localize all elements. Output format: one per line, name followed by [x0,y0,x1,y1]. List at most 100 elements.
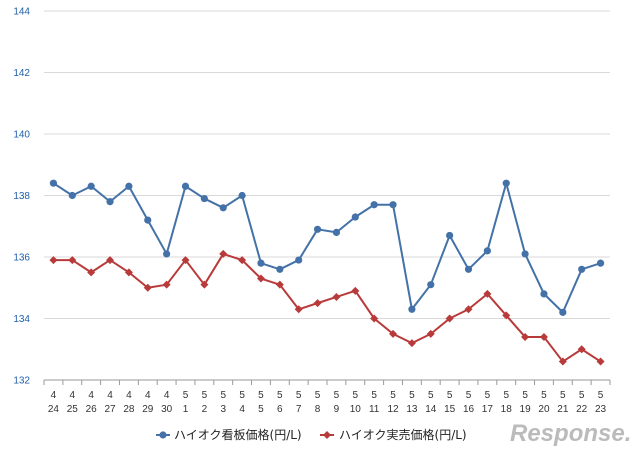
data-point [106,198,114,206]
x-tick-month: 5 [334,390,340,401]
data-point [464,305,473,314]
x-tick-month: 5 [202,390,208,401]
data-point [351,286,360,295]
data-point [389,329,398,338]
x-tick-month: 5 [409,390,415,401]
x-tick-month: 5 [296,390,302,401]
data-point [87,268,96,277]
series-group [49,179,605,366]
x-tick-day: 1 [183,404,189,415]
data-point [200,194,208,203]
x-tick-month: 5 [390,390,396,401]
x-tick-day: 16 [463,404,475,415]
watermark-logo: Response. [510,420,631,447]
data-point [521,250,529,258]
data-point [106,256,115,265]
data-point [559,308,567,316]
x-tick-month: 5 [183,390,189,401]
data-point [502,179,510,187]
data-point [49,256,58,265]
data-point [596,259,605,267]
watermark-text: Response. [510,420,631,447]
data-point [577,345,586,354]
x-tick-month: 4 [88,390,94,401]
gridlines [44,10,610,319]
data-point [502,311,511,320]
x-tick-day: 3 [220,404,226,415]
x-tick-month: 5 [277,390,283,401]
x-tick-day: 21 [557,404,569,415]
data-point [521,332,530,341]
legend: ハイオク看板価格(円/L) ハイオク実売価格(円/L) [156,427,467,442]
data-point [483,247,491,255]
x-tick-day: 25 [67,404,79,415]
data-point [427,281,435,289]
x-tick-day: 26 [86,404,98,415]
x-tick-day: 5 [258,404,264,415]
data-point [483,289,492,298]
data-point [389,201,397,209]
y-tick-label: 134 [13,314,30,325]
x-tick-day: 2 [202,404,208,415]
y-axis-ticks: 132 134 136 138 140 142 144 [13,7,30,387]
x-tick-day: 23 [595,404,607,415]
x-tick-month: 5 [428,390,434,401]
data-point [578,265,586,273]
data-point [408,305,416,313]
legend-marker [159,431,167,439]
data-point [181,256,190,265]
x-tick-month: 4 [70,390,76,401]
x-tick-day: 28 [123,404,135,415]
data-point [181,182,190,190]
x-tick-month: 5 [541,390,547,401]
data-point [294,305,303,314]
x-tick-day: 13 [406,404,418,415]
x-tick-month: 5 [522,390,528,401]
x-tick-day: 4 [239,404,245,415]
x-tick-day: 18 [501,404,513,415]
data-point [124,268,133,277]
data-point [144,216,152,224]
x-tick-day: 20 [538,404,550,415]
y-tick-label: 142 [13,68,30,79]
x-tick-month: 4 [107,390,113,401]
x-tick-month: 4 [145,390,151,401]
x-tick-day: 22 [576,404,588,415]
data-point [370,201,378,209]
y-tick-label: 144 [13,7,30,18]
data-point [49,179,58,187]
x-tick-month: 5 [466,390,472,401]
x-tick-month: 5 [579,390,585,401]
data-point [238,191,246,200]
x-tick-day: 15 [444,404,456,415]
series-line-2 [53,252,602,363]
legend-label: ハイオク実売価格(円/L) [339,427,467,442]
data-point [276,265,284,273]
x-axis-ticks: 4244254264274284294305152535455565758595… [43,380,611,415]
data-point [87,182,95,190]
x-tick-day: 29 [142,404,154,415]
data-point [68,191,76,200]
data-point [219,249,228,258]
data-point [407,339,416,348]
x-tick-month: 5 [258,390,264,401]
x-tick-day: 7 [296,404,302,415]
y-tick-label: 140 [13,130,30,141]
data-point [370,314,379,323]
x-tick-day: 6 [277,404,283,415]
data-point [313,225,322,233]
data-point [162,280,171,289]
data-point [426,329,435,338]
x-tick-day: 10 [350,404,362,415]
data-point [446,231,454,240]
x-tick-day: 19 [520,404,532,415]
data-point [295,256,303,264]
x-tick-day: 30 [161,404,173,415]
x-tick-month: 4 [51,390,57,401]
data-point [200,280,209,289]
data-point [257,259,265,267]
x-tick-month: 5 [598,390,604,401]
x-tick-day: 11 [369,404,380,415]
x-tick-month: 5 [315,390,321,401]
